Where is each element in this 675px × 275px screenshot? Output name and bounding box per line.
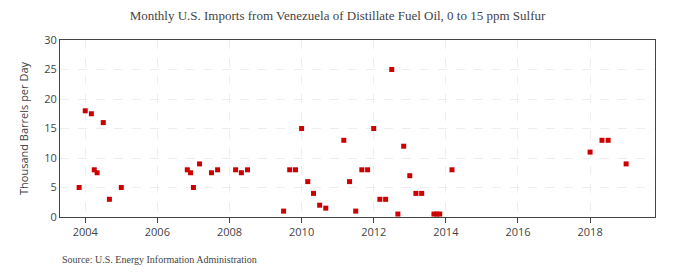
svg-text:0: 0 bbox=[51, 209, 57, 224]
svg-text:2012: 2012 bbox=[361, 224, 386, 239]
svg-text:Source: U.S. Energy Informatio: Source: U.S. Energy Information Administ… bbox=[62, 254, 257, 265]
svg-text:Monthly U.S. Imports from Vene: Monthly U.S. Imports from Venezuela of D… bbox=[130, 8, 546, 23]
svg-text:15: 15 bbox=[44, 120, 57, 135]
svg-text:Thousand Barrels per Day: Thousand Barrels per Day bbox=[16, 62, 31, 195]
svg-text:25: 25 bbox=[44, 61, 57, 76]
svg-text:2006: 2006 bbox=[145, 224, 170, 239]
svg-text:5: 5 bbox=[51, 179, 57, 194]
svg-text:2016: 2016 bbox=[505, 224, 530, 239]
svg-text:2004: 2004 bbox=[73, 224, 99, 239]
svg-text:10: 10 bbox=[44, 150, 57, 165]
svg-text:2008: 2008 bbox=[217, 224, 242, 239]
svg-text:2018: 2018 bbox=[578, 224, 603, 239]
svg-text:2010: 2010 bbox=[289, 224, 314, 239]
svg-text:30: 30 bbox=[44, 32, 57, 47]
svg-text:20: 20 bbox=[44, 91, 57, 106]
svg-text:2014: 2014 bbox=[433, 224, 459, 239]
